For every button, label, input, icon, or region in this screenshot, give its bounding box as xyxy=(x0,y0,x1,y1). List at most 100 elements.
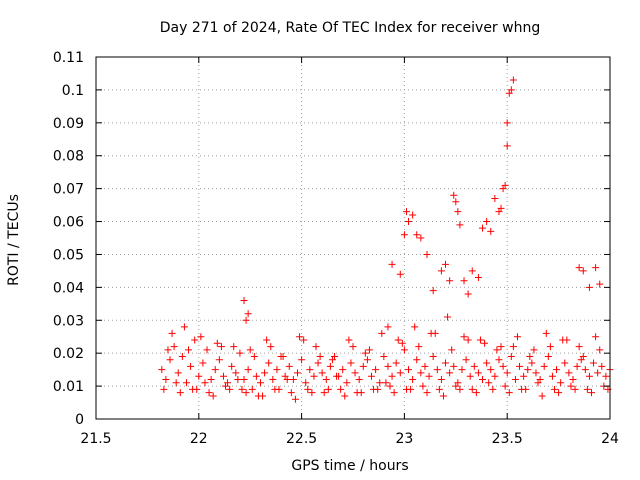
data-point xyxy=(359,362,367,370)
data-point xyxy=(392,359,400,367)
data-point xyxy=(265,359,273,367)
data-point xyxy=(474,369,482,377)
data-point xyxy=(439,392,447,400)
data-point xyxy=(538,392,546,400)
data-point xyxy=(587,389,595,397)
data-point xyxy=(178,352,186,360)
data-point xyxy=(203,346,211,354)
data-point xyxy=(592,333,600,341)
x-tick-label: 23 xyxy=(395,431,413,447)
data-point xyxy=(550,385,558,393)
data-point xyxy=(528,359,536,367)
data-point xyxy=(421,362,429,370)
data-point xyxy=(180,323,188,331)
x-tick-label: 23.5 xyxy=(492,431,523,447)
data-point xyxy=(240,297,248,305)
data-point xyxy=(466,372,474,380)
data-point xyxy=(400,231,408,239)
data-point xyxy=(495,356,503,364)
y-tick-label: 0.07 xyxy=(53,182,84,198)
data-point xyxy=(464,290,472,298)
data-point xyxy=(417,369,425,377)
data-point xyxy=(526,352,534,360)
data-point xyxy=(411,323,419,331)
data-point xyxy=(158,366,166,374)
data-point xyxy=(507,86,515,94)
data-point xyxy=(339,366,347,374)
data-point xyxy=(450,191,458,199)
data-point xyxy=(481,339,489,347)
data-point xyxy=(483,218,491,226)
data-point xyxy=(318,369,326,377)
data-point xyxy=(230,343,238,351)
data-point xyxy=(503,142,511,150)
data-point xyxy=(238,385,246,393)
data-point xyxy=(520,372,528,380)
y-axis-label: ROTI / TECUs xyxy=(6,194,22,286)
x-tick-label: 22 xyxy=(190,431,208,447)
data-point xyxy=(585,372,593,380)
data-point xyxy=(540,362,548,370)
data-point xyxy=(234,376,242,384)
data-point xyxy=(425,372,433,380)
x-tick-labels: 21.5 22 22.5 23 23.5 24 xyxy=(80,431,619,447)
data-point xyxy=(226,385,234,393)
data-point xyxy=(174,369,182,377)
data-point xyxy=(176,389,184,397)
data-point xyxy=(454,208,462,216)
data-point xyxy=(553,366,561,374)
data-point xyxy=(489,385,497,393)
data-point xyxy=(398,339,406,347)
data-point xyxy=(458,366,466,374)
data-point xyxy=(172,379,180,387)
data-point xyxy=(244,310,252,318)
y-tick-labels: 0 0.01 0.02 0.03 0.04 0.05 0.06 0.07 0.08 0.09 0.1… xyxy=(53,50,84,428)
data-point xyxy=(596,280,604,288)
data-point xyxy=(569,376,577,384)
data-point xyxy=(448,346,456,354)
data-point xyxy=(567,382,575,390)
data-point xyxy=(215,356,223,364)
data-point xyxy=(341,392,349,400)
data-point xyxy=(452,198,460,206)
data-point xyxy=(197,333,205,341)
data-point xyxy=(314,359,322,367)
data-point xyxy=(487,227,495,235)
data-point xyxy=(162,376,170,384)
data-point xyxy=(596,346,604,354)
data-point xyxy=(462,356,470,364)
data-point xyxy=(386,382,394,390)
data-point xyxy=(468,385,476,393)
data-point xyxy=(267,343,275,351)
y-tick-label: 0.02 xyxy=(53,346,84,362)
data-point xyxy=(400,346,408,354)
data-point xyxy=(493,346,501,354)
data-point xyxy=(583,385,591,393)
data-point xyxy=(546,343,554,351)
data-point xyxy=(402,385,410,393)
data-point xyxy=(384,323,392,331)
data-point xyxy=(380,352,388,360)
data-point xyxy=(304,385,312,393)
data-point xyxy=(442,359,450,367)
data-point xyxy=(516,362,524,370)
data-point xyxy=(390,389,398,397)
data-point xyxy=(602,372,610,380)
data-point xyxy=(217,343,225,351)
data-point xyxy=(509,76,517,84)
data-point xyxy=(376,379,384,387)
data-point xyxy=(518,385,526,393)
data-point xyxy=(592,264,600,272)
data-point xyxy=(598,362,606,370)
data-point xyxy=(283,376,291,384)
data-point xyxy=(594,369,602,377)
y-tick-label: 0.1 xyxy=(62,83,84,99)
data-point xyxy=(388,372,396,380)
data-point xyxy=(575,343,583,351)
data-point xyxy=(501,181,509,189)
data-point xyxy=(437,376,445,384)
data-point xyxy=(419,382,427,390)
grid-lines xyxy=(96,57,610,419)
data-point xyxy=(187,362,195,370)
data-point xyxy=(446,277,454,285)
